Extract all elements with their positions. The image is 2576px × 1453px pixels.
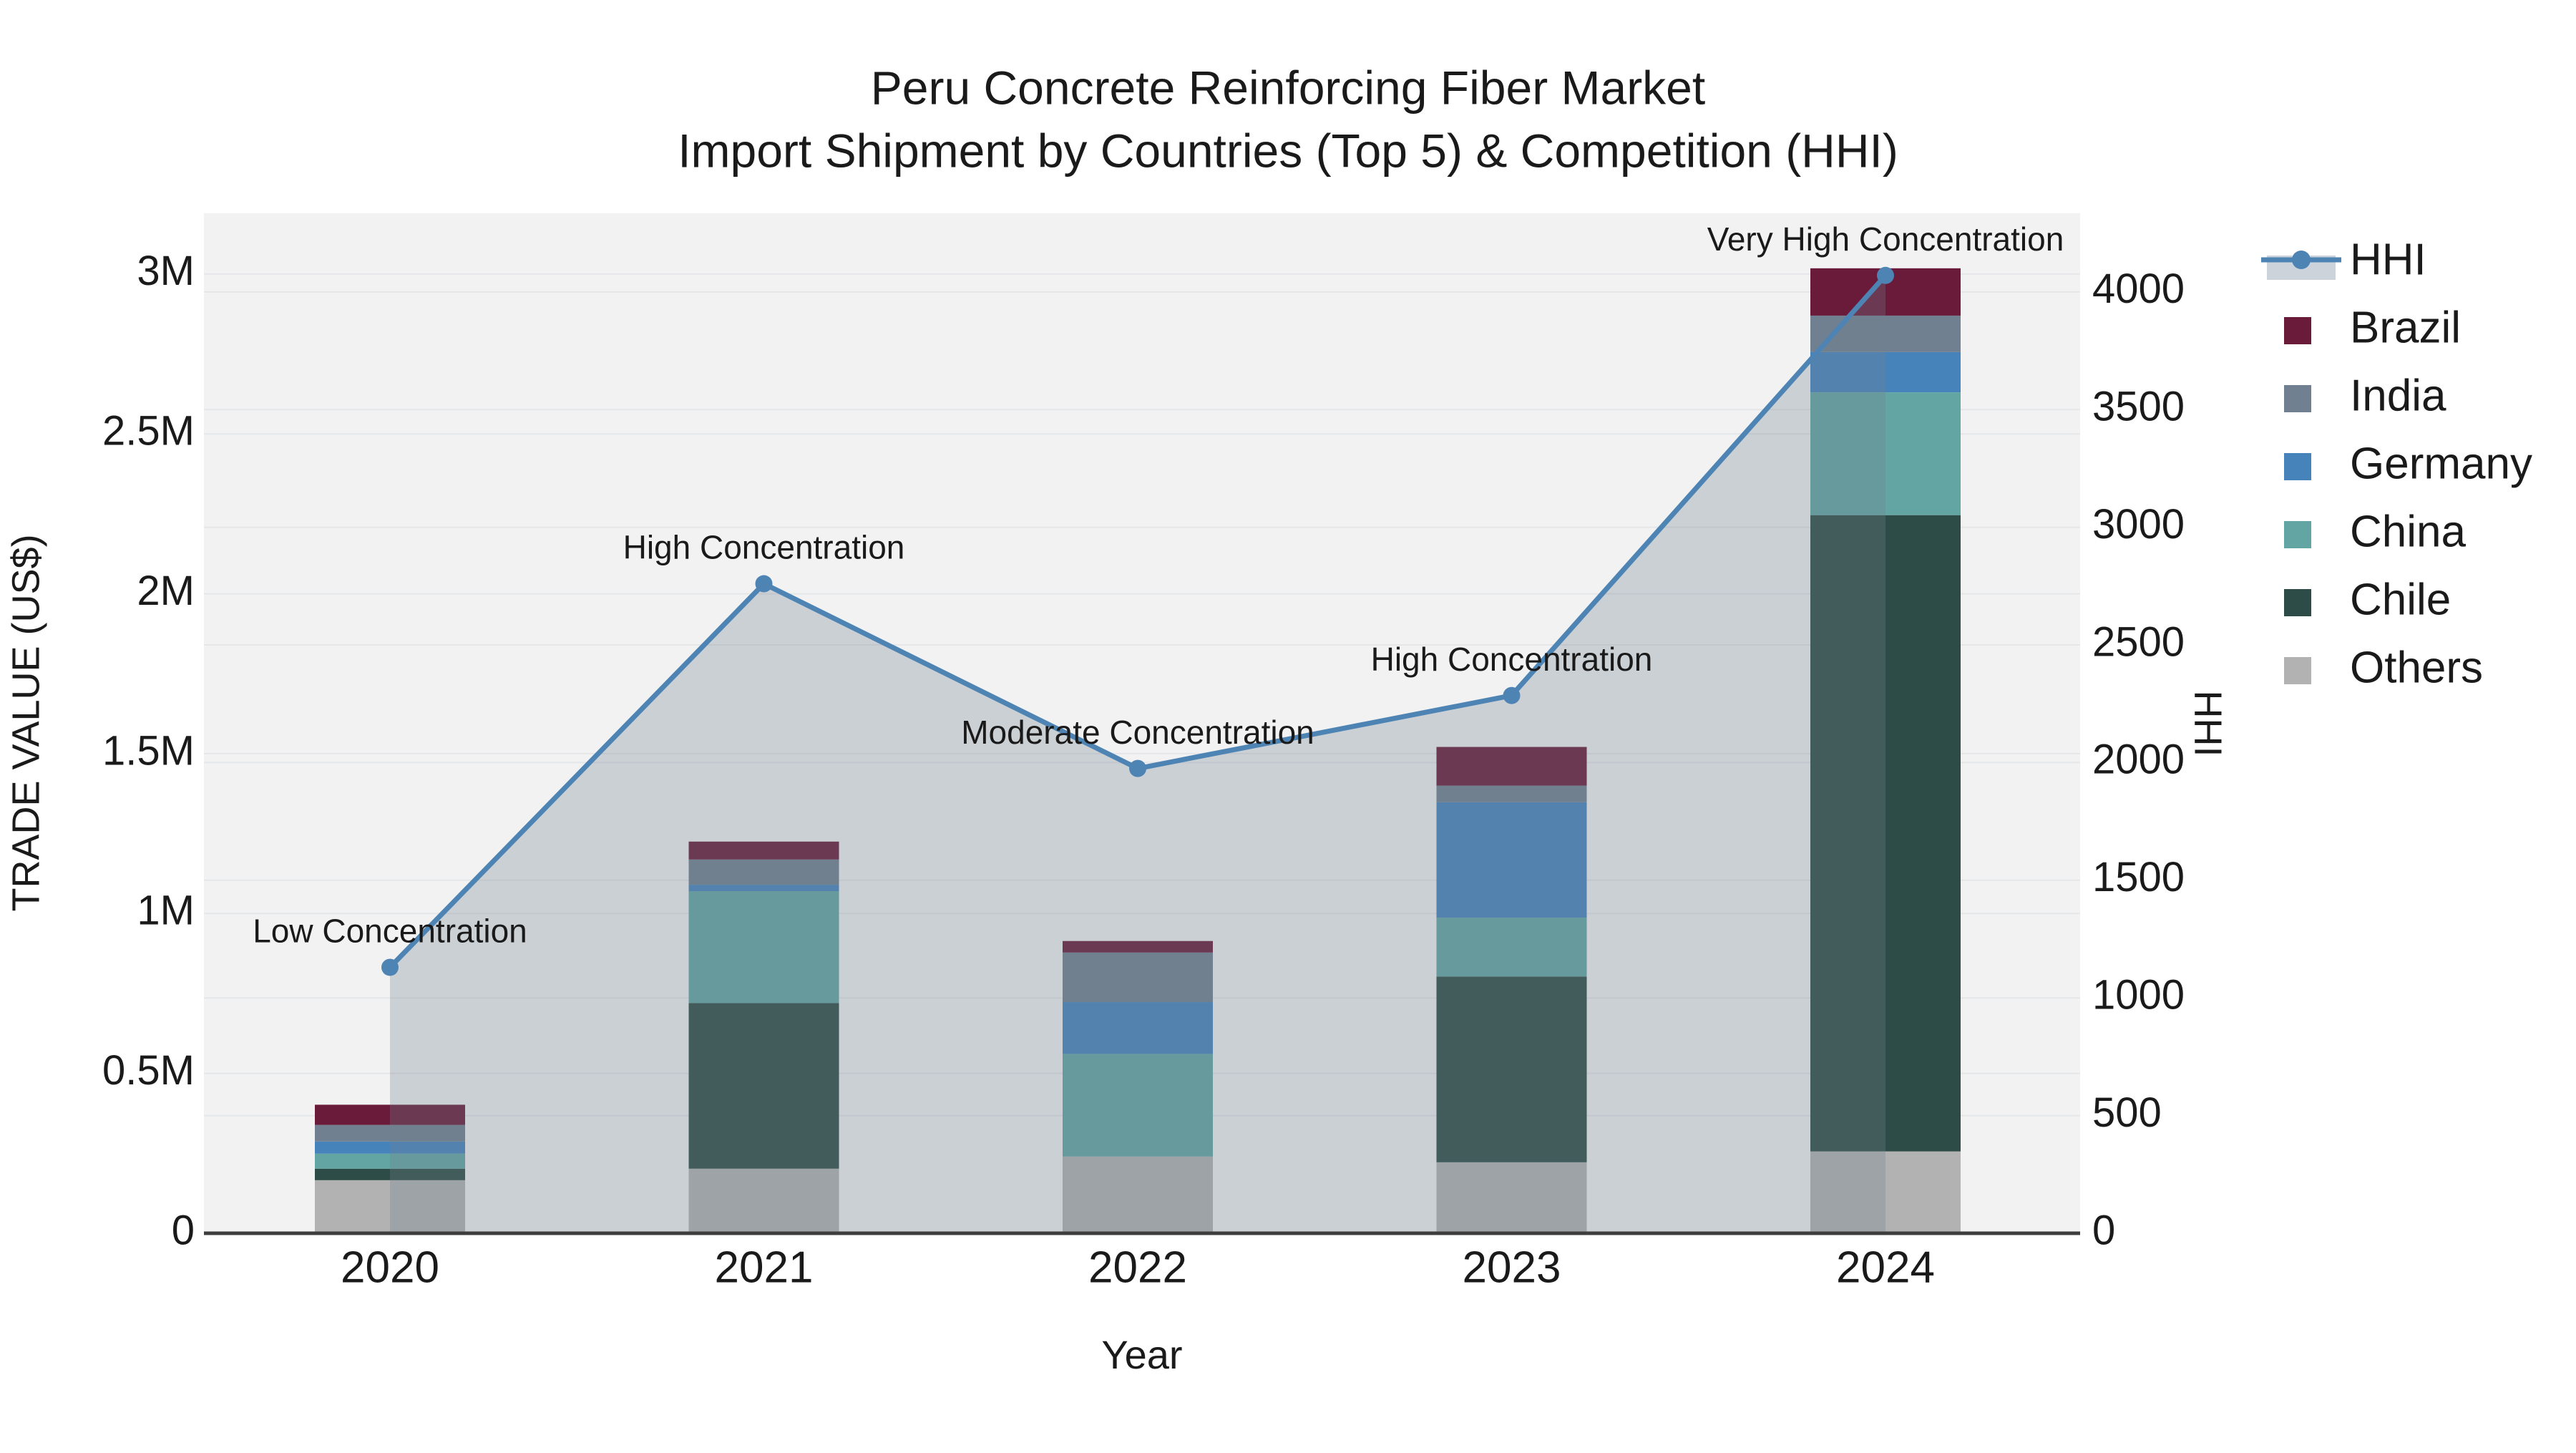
x-axis-title: Year bbox=[1101, 1332, 1182, 1377]
bar-segment-china-2021[interactable] bbox=[688, 891, 839, 1004]
annotation-2023: High Concentration bbox=[1371, 641, 1653, 678]
bar-segment-others-2021[interactable] bbox=[688, 1168, 839, 1233]
hhi-marker-2020[interactable] bbox=[381, 958, 399, 976]
legend-item-india[interactable]: India bbox=[2284, 371, 2446, 420]
legend-item-germany[interactable]: Germany bbox=[2284, 439, 2532, 488]
legend-swatch-germany bbox=[2284, 453, 2311, 480]
y2-tick-500: 500 bbox=[2092, 1089, 2162, 1136]
y2-tick-2500: 2500 bbox=[2092, 618, 2185, 665]
y2-tick-1500: 1500 bbox=[2092, 854, 2185, 900]
annotation-2024: Very High Concentration bbox=[1707, 220, 2064, 258]
bar-segment-brazil-2023[interactable] bbox=[1436, 747, 1587, 786]
legend-swatch-brazil bbox=[2284, 317, 2311, 344]
legend: HHI Brazil India Germany China Chile Others bbox=[2261, 235, 2532, 692]
y1-tick-1.5M: 1.5M bbox=[102, 727, 195, 774]
y1-axis-title: TRADE VALUE (US$) bbox=[4, 534, 47, 911]
legend-label-others: Others bbox=[2350, 643, 2483, 692]
y1-tick-2.5M: 2.5M bbox=[102, 408, 195, 455]
legend-item-china[interactable]: China bbox=[2284, 507, 2467, 556]
legend-label-india: India bbox=[2350, 371, 2446, 420]
x-tick-2023: 2023 bbox=[1463, 1243, 1561, 1292]
x-tick-2022: 2022 bbox=[1088, 1243, 1187, 1292]
bar-segment-others-2020[interactable] bbox=[315, 1180, 465, 1233]
legend-item-hhi[interactable]: HHI bbox=[2261, 235, 2426, 284]
y1-tick-2M: 2M bbox=[137, 568, 195, 614]
y2-tick-3000: 3000 bbox=[2092, 501, 2185, 548]
bar-segment-china-2020[interactable] bbox=[315, 1153, 465, 1169]
y2-tick-1000: 1000 bbox=[2092, 972, 2185, 1019]
bar-segment-india-2023[interactable] bbox=[1436, 785, 1587, 802]
x-tick-2020: 2020 bbox=[341, 1243, 439, 1292]
bar-segment-germany-2021[interactable] bbox=[688, 885, 839, 892]
y2-tick-0: 0 bbox=[2092, 1207, 2115, 1253]
y1-tick-3M: 3M bbox=[137, 248, 195, 294]
y2-axis-title: HHI bbox=[2187, 691, 2230, 757]
hhi-marker-2023[interactable] bbox=[1503, 686, 1521, 704]
bar-segment-china-2022[interactable] bbox=[1063, 1054, 1213, 1157]
bar-segment-brazil-2020[interactable] bbox=[315, 1104, 465, 1125]
y2-tick-2000: 2000 bbox=[2092, 737, 2185, 783]
bar-segment-chile-2020[interactable] bbox=[315, 1168, 465, 1180]
legend-label-brazil: Brazil bbox=[2350, 303, 2461, 352]
annotation-2021: High Concentration bbox=[623, 529, 905, 566]
legend-label-germany: Germany bbox=[2350, 439, 2532, 488]
annotation-2020: Low Concentration bbox=[253, 913, 527, 950]
chart-title-line2: Import Shipment by Countries (Top 5) & C… bbox=[678, 124, 1898, 177]
legend-swatch-chile bbox=[2284, 589, 2311, 616]
plot-area: Low Concentration High Concentration Moder… bbox=[102, 213, 2185, 1292]
hhi-marker-2024[interactable] bbox=[1877, 266, 1894, 284]
y2-tick-4000: 4000 bbox=[2092, 266, 2185, 312]
legend-item-chile[interactable]: Chile bbox=[2284, 575, 2451, 624]
bar-segment-india-2022[interactable] bbox=[1063, 952, 1213, 1003]
y2-tick-3500: 3500 bbox=[2092, 384, 2185, 430]
bar-segment-germany-2024[interactable] bbox=[1810, 351, 1961, 393]
bar-segment-others-2023[interactable] bbox=[1436, 1162, 1587, 1233]
x-tick-2021: 2021 bbox=[715, 1243, 814, 1292]
bar-segment-others-2024[interactable] bbox=[1810, 1151, 1961, 1233]
bar-segment-india-2021[interactable] bbox=[688, 859, 839, 885]
bar-segment-germany-2023[interactable] bbox=[1436, 802, 1587, 918]
legend-swatch-china bbox=[2284, 521, 2311, 548]
bar-segment-germany-2022[interactable] bbox=[1063, 1002, 1213, 1054]
bar-segment-others-2022[interactable] bbox=[1063, 1156, 1213, 1233]
bar-segment-china-2024[interactable] bbox=[1810, 392, 1961, 515]
legend-hhi-marker-icon bbox=[2292, 251, 2311, 269]
y1-tick-1M: 1M bbox=[137, 888, 195, 934]
legend-item-others[interactable]: Others bbox=[2284, 643, 2483, 692]
annotation-2022: Moderate Concentration bbox=[961, 714, 1314, 751]
legend-label-chile: Chile bbox=[2350, 575, 2451, 624]
chart-title-line1: Peru Concrete Reinforcing Fiber Market bbox=[871, 61, 1705, 114]
legend-item-brazil[interactable]: Brazil bbox=[2284, 303, 2461, 352]
legend-label-hhi: HHI bbox=[2350, 235, 2426, 284]
legend-swatch-india bbox=[2284, 385, 2311, 412]
bar-segment-china-2023[interactable] bbox=[1436, 918, 1587, 977]
y1-tick-0.5M: 0.5M bbox=[102, 1047, 195, 1094]
bar-segment-india-2020[interactable] bbox=[315, 1124, 465, 1142]
legend-swatch-others bbox=[2284, 657, 2311, 684]
hhi-marker-2022[interactable] bbox=[1129, 759, 1146, 777]
bar-segment-germany-2020[interactable] bbox=[315, 1141, 465, 1154]
y1-tick-0: 0 bbox=[172, 1207, 195, 1253]
legend-label-china: China bbox=[2350, 507, 2467, 556]
hhi-marker-2021[interactable] bbox=[755, 575, 773, 593]
bar-segment-brazil-2021[interactable] bbox=[688, 841, 839, 860]
bar-segment-chile-2021[interactable] bbox=[688, 1003, 839, 1169]
bar-segment-brazil-2022[interactable] bbox=[1063, 941, 1213, 953]
bar-segment-chile-2024[interactable] bbox=[1810, 515, 1961, 1152]
bar-segment-chile-2023[interactable] bbox=[1436, 976, 1587, 1162]
hhi-area-fill bbox=[390, 275, 1885, 1234]
x-tick-2024: 2024 bbox=[1836, 1243, 1935, 1292]
